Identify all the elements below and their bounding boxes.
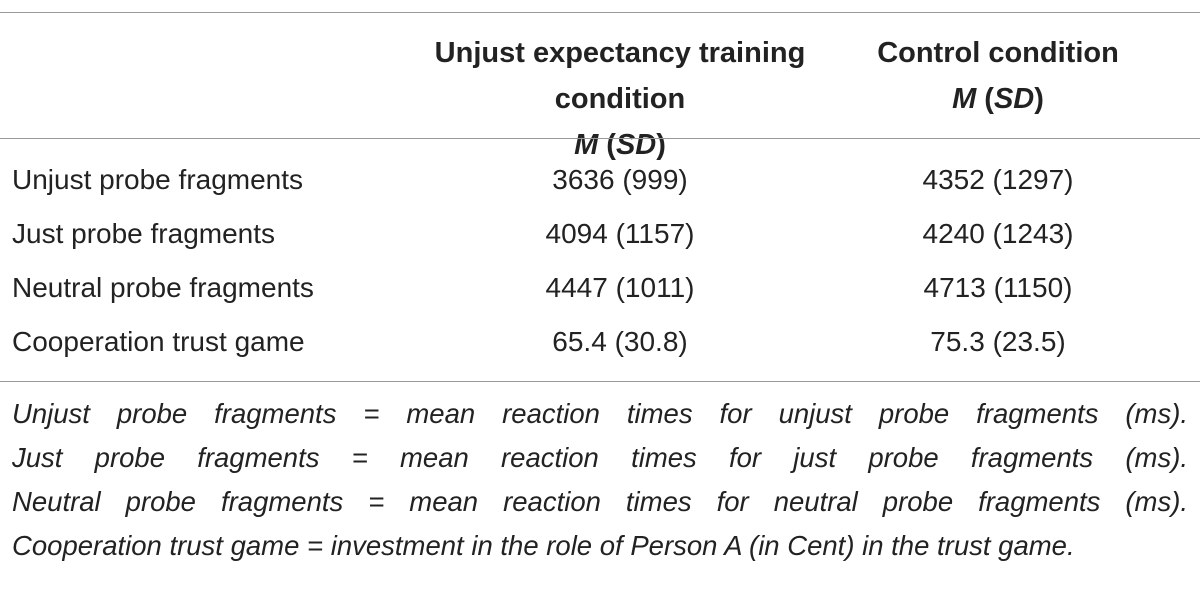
header-label: Control condition: [877, 37, 1119, 69]
row-label: Just probe fragments: [12, 218, 276, 249]
table-row: Unjust probe fragments 3636 (999) 4352 (12…: [0, 153, 1200, 207]
column-header: Control condition M (SD): [788, 30, 1200, 122]
table-notes: Unjust probe fragments = mean reaction t…: [12, 392, 1188, 568]
cell: 4352 (1297): [922, 164, 1074, 195]
cell: 4094 (1157): [545, 218, 695, 249]
cell: 3636 (999): [552, 164, 688, 195]
row-label: Neutral probe fragments: [12, 272, 314, 303]
row-label: Cooperation trust game: [12, 326, 305, 357]
note: Neutral probe fragments = mean reaction …: [12, 486, 1188, 517]
cell: 4447 (1011): [545, 272, 695, 303]
row-label: Unjust probe fragments: [12, 164, 304, 195]
table-row: Neutral probe fragments 4447 (1011) 4713 (…: [0, 261, 1200, 315]
header-rule: [0, 138, 1200, 139]
cell: 4240 (1243): [922, 218, 1074, 249]
note: Just probe fragments = mean reaction tim…: [12, 442, 1188, 473]
top-rule: [0, 12, 1200, 13]
note: Unjust probe fragments = mean reaction t…: [12, 398, 1188, 429]
column-header: Unjust expectancy training condition M (…: [410, 30, 830, 168]
cell: 4713 (1150): [923, 272, 1073, 303]
cell: 65.4 (30.8): [552, 326, 688, 357]
note: Cooperation trust game = investment in t…: [12, 530, 1075, 561]
header-stat: M (SD): [574, 129, 666, 161]
table-row: Just probe fragments 4094 (1157) 4240 (124…: [0, 207, 1200, 261]
header-label: Unjust expectancy training condition: [434, 37, 806, 115]
header-stat: M (SD): [952, 83, 1044, 115]
cell: 75.3 (23.5): [930, 326, 1066, 357]
bottom-rule: [0, 381, 1200, 382]
table-row: Cooperation trust game 65.4 (30.8) 75.3 (2…: [0, 315, 1200, 369]
